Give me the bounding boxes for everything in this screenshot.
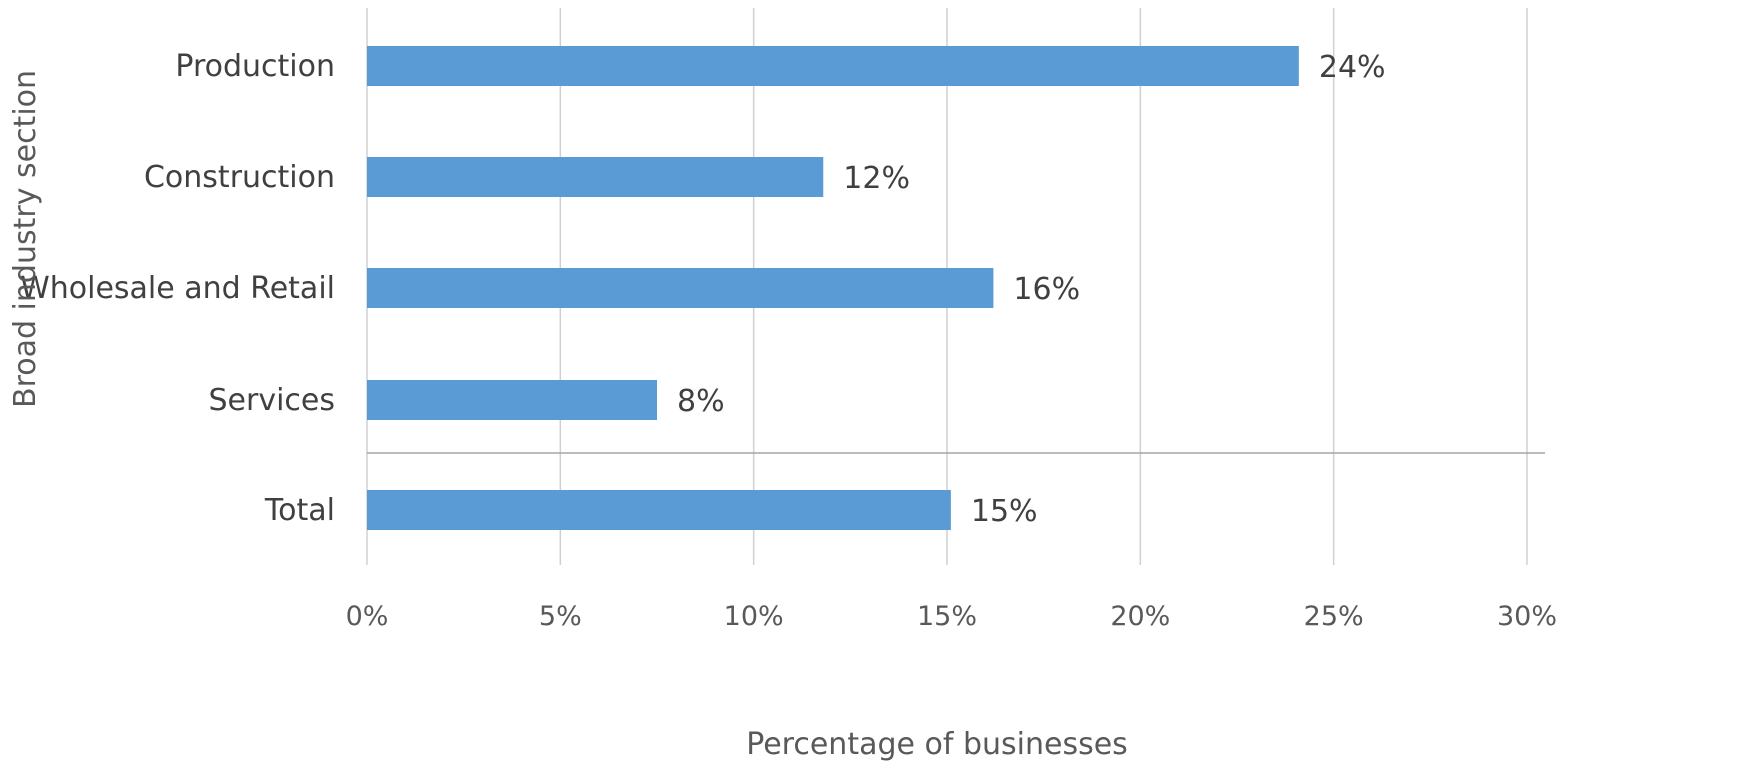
x-tick-label: 15% (917, 601, 977, 632)
bar-production (367, 46, 1299, 86)
category-label: Total (264, 493, 335, 528)
x-tick-label: 30% (1497, 601, 1557, 632)
category-label: Construction (144, 160, 335, 195)
data-label: 24% (1319, 50, 1386, 85)
bar-services (367, 380, 657, 420)
category-labels: Production Construction Wholesale and Reta… (20, 49, 335, 528)
data-label: 15% (971, 494, 1038, 529)
data-labels: 24% 12% 16% 8% 15% (677, 50, 1386, 529)
x-tick-label: 20% (1110, 601, 1170, 632)
category-label: Wholesale and Retail (20, 271, 335, 306)
x-axis-title: Percentage of businesses (746, 727, 1128, 762)
x-tick-label: 25% (1304, 601, 1364, 632)
x-tick-label: 0% (346, 601, 389, 632)
category-label: Production (175, 49, 335, 84)
y-axis-title: Broad industry section (8, 70, 43, 408)
data-label: 16% (1013, 272, 1080, 307)
data-label: 8% (677, 384, 725, 419)
bars (367, 46, 1299, 530)
x-tick-label: 10% (724, 601, 784, 632)
category-label: Services (208, 383, 335, 418)
bar-construction (367, 157, 824, 197)
bar-wholesale-and-retail (367, 268, 994, 308)
bar-total (367, 490, 951, 530)
data-label: 12% (843, 161, 910, 196)
x-tick-labels: 0% 5% 10% 15% 20% 25% 30% (346, 601, 1557, 632)
x-tick-label: 5% (539, 601, 582, 632)
